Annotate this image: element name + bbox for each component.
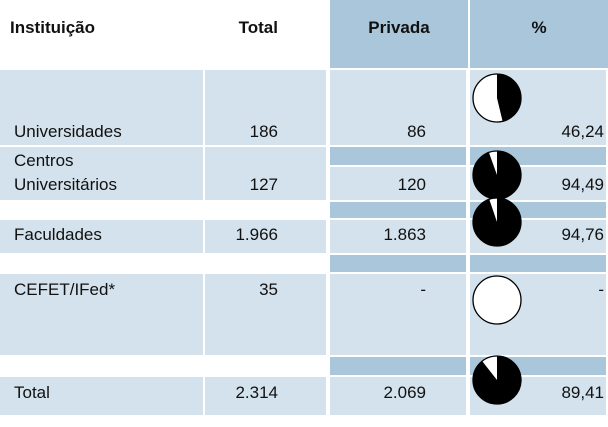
- row-bg: [330, 167, 466, 200]
- row-bg: [205, 274, 326, 355]
- cell-percent: 94,49: [561, 175, 604, 194]
- row-bg: [205, 70, 326, 145]
- cell-privada: 1.863: [383, 225, 426, 244]
- row-bg: [0, 377, 203, 415]
- row-bg: [330, 377, 466, 415]
- cell-percent: 89,41: [561, 383, 604, 402]
- row-label: Total: [14, 383, 50, 402]
- row-strip: [330, 255, 466, 272]
- row-bg: [330, 220, 466, 253]
- cell-privada: 2.069: [383, 383, 426, 402]
- cell-total: 2.314: [235, 383, 278, 402]
- row-bg: [330, 70, 466, 145]
- row-bg: [0, 274, 203, 355]
- row-label: Universidades: [14, 122, 122, 141]
- cell-privada: 86: [407, 122, 426, 141]
- column-header: Privada: [368, 18, 430, 37]
- pie-bg: [472, 275, 522, 325]
- header-bg: [330, 0, 468, 68]
- row-bg: [0, 70, 203, 145]
- row-bg: [205, 147, 326, 200]
- cell-total: 1.966: [235, 225, 278, 244]
- row-bg: [330, 274, 466, 355]
- row-bg: [0, 147, 203, 200]
- row-strip: [330, 147, 466, 165]
- pie-slice: [473, 198, 521, 247]
- pie-slice: [473, 151, 521, 199]
- row-bg: [0, 220, 203, 253]
- row-bg: [205, 377, 326, 415]
- cell-percent: 46,24: [561, 122, 604, 141]
- cell-total: 127: [249, 175, 278, 194]
- column-header: %: [531, 18, 547, 37]
- cell-privada: 120: [397, 175, 426, 194]
- row-strip: [470, 255, 606, 272]
- column-header: Total: [238, 18, 278, 37]
- pie-slice: [497, 74, 521, 122]
- row-label: CEFET/IFed*: [14, 280, 116, 299]
- header-bg: [470, 0, 608, 68]
- cell-percent: -: [598, 280, 604, 299]
- row-label: Faculdades: [14, 225, 102, 244]
- row-strip: [330, 357, 466, 375]
- cell-privada: -: [420, 280, 426, 299]
- cell-total: 35: [259, 280, 278, 299]
- cell-total: 186: [249, 122, 278, 141]
- column-header: Instituição: [10, 18, 96, 37]
- row-bg: [205, 220, 326, 253]
- row-label: Centros Universitários: [14, 151, 117, 194]
- cell-percent: 94,76: [561, 225, 604, 244]
- pie-slice: [472, 356, 521, 404]
- row-strip: [330, 202, 466, 218]
